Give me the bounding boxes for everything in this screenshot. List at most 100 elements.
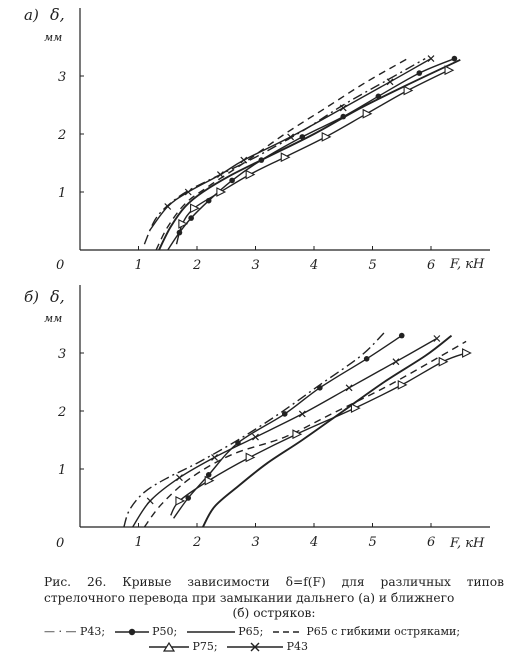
marker-b-5-2 [176,474,183,482]
legend-label-p43: — · — Р43; [44,625,106,638]
marker-b-1-6 [363,356,370,362]
marker-a-5-7 [386,78,394,86]
marker-a-5-2 [184,188,192,196]
legend-item-p65: Р65; [186,624,263,639]
marker-b-4-1 [175,496,186,506]
x-tick-label-b-5: 5 [369,535,377,550]
marker-b-4-2 [204,475,215,486]
x-tick-label-b-3: 3 [252,535,260,550]
legend-item-p43-cross: Р43 [227,639,308,654]
chart-panel-a: а) δ, мм 0 F, кН 1 2 3 4 5 6 1 2 3 [24,5,490,273]
x-tick-label-a-4: 4 [309,258,318,273]
legend-swatch-p65 [186,631,235,633]
x-axis-label-a: F, кН [449,257,485,272]
marker-b-1-4 [281,411,288,417]
x-tick-label-a-1: 1 [135,258,143,273]
marker-a-4-2 [190,203,200,214]
legend-label-p65-flexible: Р65 с гибкими остряками; [306,625,461,638]
legend-swatch-p75 [149,641,189,652]
marker-b-4-8 [462,348,472,358]
marker-a-4-6 [321,132,332,142]
legend-swatch-p43-cross [227,642,284,652]
marker-b-1-1 [185,495,192,501]
legend-item-p65-flexible: Р65 с гибкими остряками; [272,624,461,639]
series-line-a-1 [167,57,455,251]
legend-label-p50: Р50; [152,625,178,638]
y-tick-label-a-1: 1 [58,186,66,201]
origin-label-a: 0 [56,258,64,273]
marker-b-5-1 [146,497,154,505]
y-tick-label-a-2: 2 [57,128,66,143]
marker-a-5-1 [164,203,172,210]
series-line-a-2 [158,58,461,251]
caption-title: Рис. 26. Кривые зависимости δ=f(F) для р… [44,575,504,605]
y-tick-label-b-2: 2 [57,405,66,420]
marker-b-5-3 [211,453,218,461]
x-tick-label-b-2: 2 [192,535,201,550]
marker-a-1-10 [451,55,458,62]
y-tick-label-b-1: 1 [58,463,66,478]
panel-label-b: б) [24,288,39,306]
marker-b-4-6 [397,380,408,390]
x-tick-label-a-6: 6 [427,258,435,273]
marker-b-5-5 [298,410,306,418]
panel-label-a: а) [24,6,39,24]
chart-panel-b: б) δ, мм 0 F, кН 1 2 3 4 5 6 1 2 3 [24,285,490,551]
x-tick-label-b-1: 1 [135,535,143,550]
legend-swatch-p65-flexible [272,631,303,633]
marker-a-4-9 [444,65,455,76]
series-line-a-4 [175,69,449,245]
marker-b-5-8 [433,335,441,342]
legend-label-p75: Р75; [192,640,218,653]
marker-b-1-5 [317,385,323,391]
marker-b-4-7 [438,356,449,367]
series-line-b-4 [170,352,467,516]
marker-a-1-9 [416,70,423,76]
marker-a-4-4 [245,169,256,180]
marker-b-1-7 [398,332,405,339]
figure-caption: Рис. 26. Кривые зависимости δ=f(F) для р… [44,575,504,622]
marker-b-5-4 [252,433,259,441]
marker-b-1-2 [205,472,212,478]
series-line-b-0 [123,332,385,528]
marker-a-4-7 [362,108,373,119]
x-tick-label-a-2: 2 [192,258,201,273]
x-axis-label-b: F, кН [449,536,485,551]
x-tick-label-a-3: 3 [252,258,260,273]
x-tick-label-a-5: 5 [369,258,377,273]
marker-a-5-8 [427,55,435,63]
legend-item-p75: Р75; [149,639,218,654]
series-line-b-3 [143,340,467,528]
marker-a-5-5 [287,133,295,141]
series-line-a-3 [155,57,408,251]
marker-a-5-4 [240,156,248,164]
marker-a-1-2 [188,215,194,221]
marker-a-4-5 [280,152,291,163]
marker-b-5-7 [392,358,400,366]
marker-b-4-5 [350,403,361,413]
caption-title-end: (б) остряков: [232,606,316,620]
y-axis-label-a: δ, [50,5,65,24]
y-axis-unit-b: мм [44,312,62,325]
marker-a-5-6 [339,104,347,112]
y-axis-unit-a: мм [44,31,62,44]
y-tick-label-b-3: 3 [58,347,66,362]
series-line-b-1 [173,335,403,519]
x-tick-label-b-6: 6 [427,535,435,550]
marker-b-4-3 [245,452,256,463]
series-line-b-2 [202,334,453,528]
legend-label-p43-cross: Р43 [286,640,309,653]
legend-item-p50: Р50; [114,624,178,639]
marker-b-4-4 [292,429,303,440]
origin-label-b: 0 [56,536,64,551]
y-tick-label-a-3: 3 [58,70,66,85]
marker-a-4-1 [178,219,189,229]
x-tick-label-b-4: 4 [309,535,318,550]
legend-item-p43: — · — Р43; [44,624,105,639]
legend: — · — Р43; Р50; Р65; Р65 с гибкими остря… [44,624,514,654]
series-line-a-0 [143,57,426,245]
marker-b-5-6 [345,384,353,392]
legend-row-2: Р75; Р43 [44,639,514,654]
legend-swatch-p50 [114,628,149,636]
